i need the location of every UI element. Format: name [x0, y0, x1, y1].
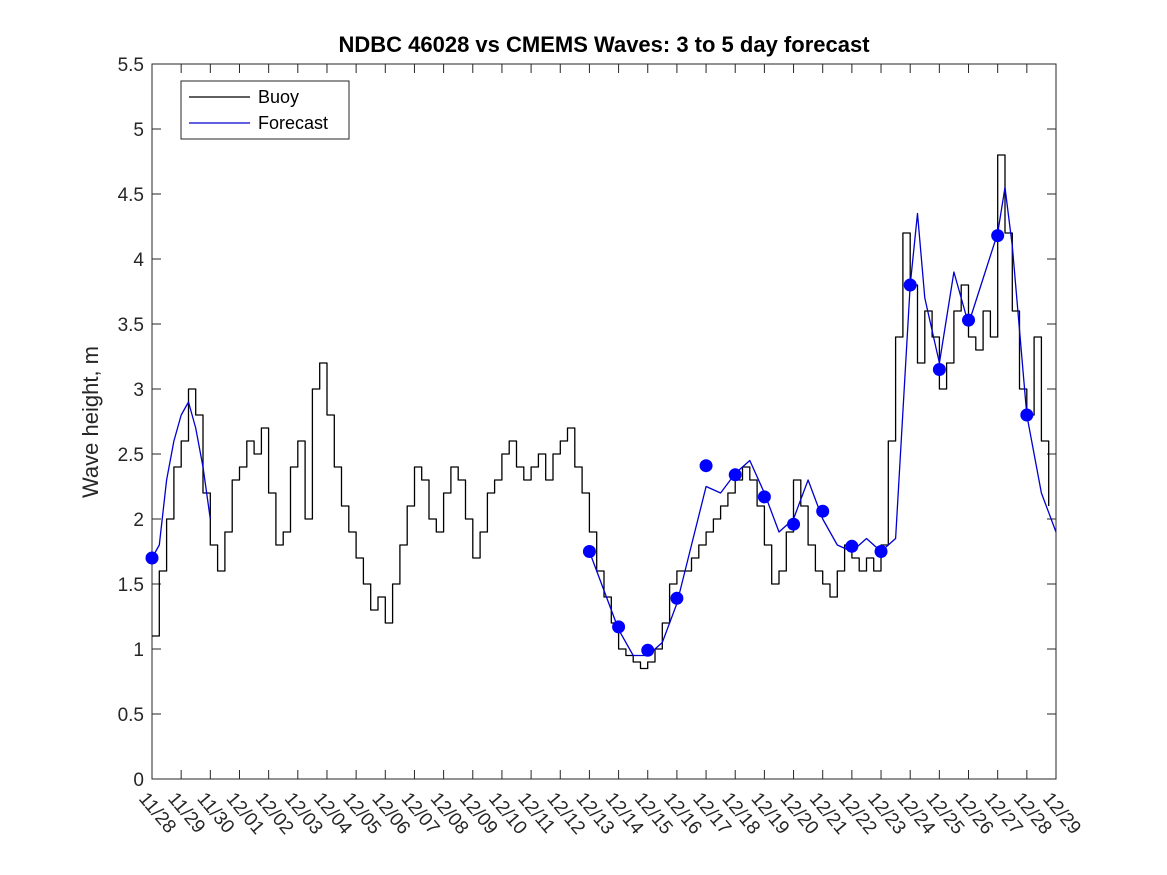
forecast-issue-point [874, 545, 888, 558]
forecast-issue-point [699, 459, 713, 473]
legend-label-forecast: Forecast [258, 113, 328, 133]
chart-title: NDBC 46028 vs CMEMS Waves: 3 to 5 day fo… [338, 32, 870, 57]
y-tick-label: 0.5 [118, 705, 144, 726]
forecast-series-line [151, 186, 1057, 657]
y-tick-label: 1.5 [118, 575, 144, 596]
forecast-issue-point [787, 517, 801, 531]
forecast-issue-point [145, 551, 159, 565]
buoy-series-line [152, 154, 1050, 670]
y-tick-label: 3.5 [118, 315, 144, 336]
y-axis-label: Wave height, m [78, 346, 103, 498]
forecast-issue-point [845, 539, 859, 553]
forecast-issue-point [1020, 408, 1034, 422]
plot-frame [151, 63, 1057, 780]
y-axis: 0 0.5 1 1.5 2 2.5 3 3.5 4 4.5 5 5.5 [118, 55, 1056, 791]
y-tick-label: 5 [133, 120, 144, 141]
y-tick-label: 2 [133, 510, 144, 531]
forecast-issue-point [612, 620, 626, 634]
y-tick-label: 1 [133, 640, 144, 661]
legend-box [180, 80, 350, 140]
forecast-issue-point [728, 468, 742, 482]
forecast-issue-point [962, 313, 976, 327]
y-tick-label: 4.5 [118, 185, 144, 206]
y-tick-label: 4 [133, 250, 144, 271]
forecast-issue-point [903, 278, 917, 292]
y-tick-label: 5.5 [118, 55, 144, 76]
forecast-issue-point [932, 363, 946, 376]
y-tick-label: 0 [133, 770, 144, 791]
forecast-issue-point [582, 545, 596, 558]
forecast-issue-point [641, 643, 655, 657]
legend-label-buoy: Buoy [258, 87, 299, 107]
forecast-issue-point [816, 504, 830, 518]
y-tick-label: 2.5 [118, 445, 144, 466]
legend: Buoy Forecast [180, 80, 350, 140]
forecast-issue-point [670, 591, 684, 605]
plot-area [151, 63, 1057, 780]
series-layer [145, 154, 1057, 670]
y-tick-label: 3 [133, 380, 144, 401]
forecast-issue-point [757, 490, 771, 504]
forecast-issue-point [991, 229, 1005, 243]
